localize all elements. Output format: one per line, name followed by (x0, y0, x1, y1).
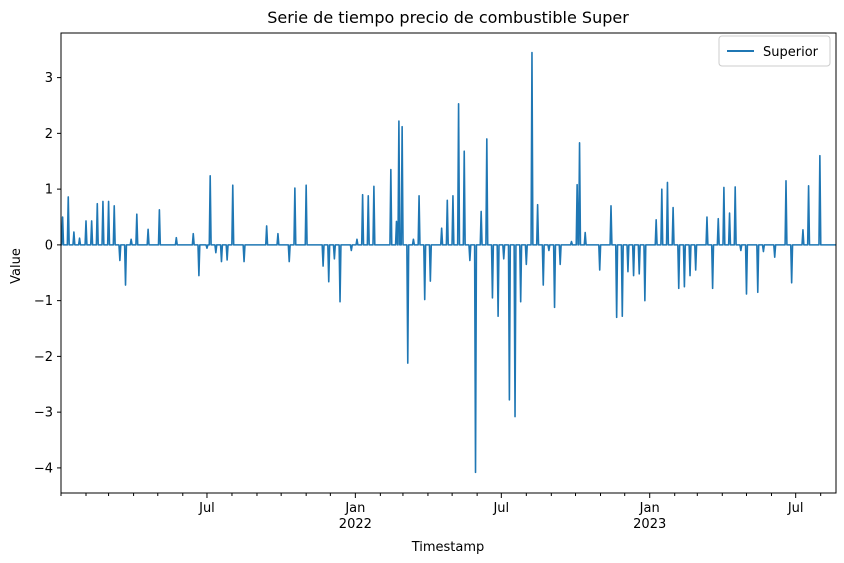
y-axis-label: Value (9, 248, 24, 284)
x-tick-year-label: 2023 (633, 517, 666, 532)
legend-label: Superior (763, 45, 819, 60)
x-tick-label: Jul (198, 501, 215, 516)
y-axis: −4 −3 −2 −1 0 1 2 3 (34, 71, 61, 476)
plot-frame (60, 32, 837, 494)
x-tick-label: Jul (787, 501, 804, 516)
legend: Superior (718, 35, 831, 67)
plot-area (60, 32, 837, 494)
x-tick-label: Jul (492, 501, 509, 516)
x-tick-label: Jan (639, 501, 660, 516)
chart-title: Serie de tiempo precio de combustible Su… (267, 8, 629, 27)
y-tick-label: −4 (34, 461, 53, 476)
x-axis-label: Timestamp (411, 540, 485, 555)
legend-box (718, 35, 831, 67)
y-tick-label: 1 (45, 183, 53, 198)
y-tick-label: −1 (34, 294, 53, 309)
y-tick-label: 2 (45, 127, 53, 142)
y-tick-label: 3 (45, 71, 53, 86)
series-line-superior (60, 51, 836, 474)
y-tick-label: 0 (45, 238, 53, 253)
x-tick-year-label: 2022 (339, 517, 372, 532)
y-tick-label: −2 (34, 350, 53, 365)
x-tick-label: Jan (344, 501, 365, 516)
y-tick-label: −3 (34, 406, 53, 421)
